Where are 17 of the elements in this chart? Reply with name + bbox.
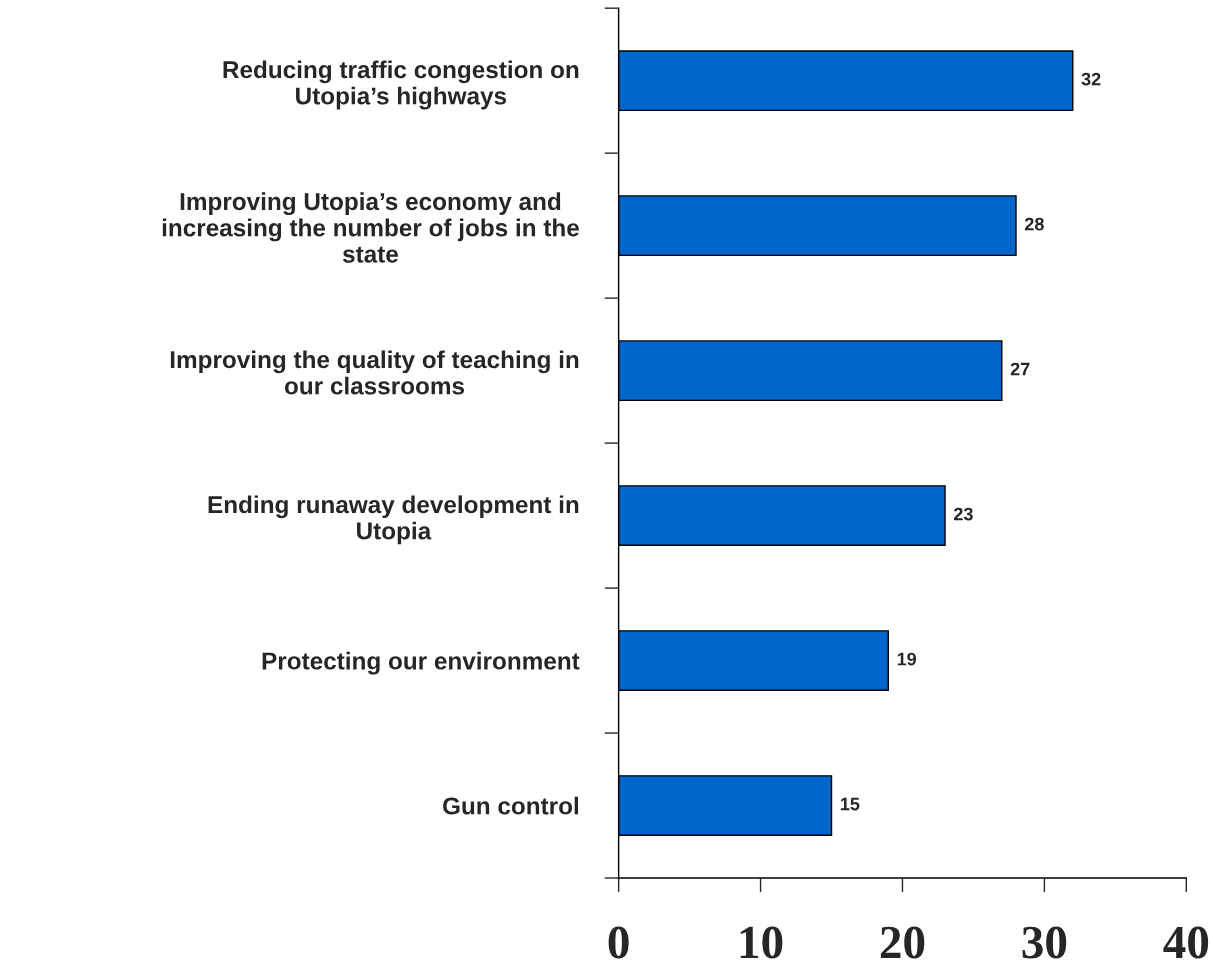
data-label: 27	[1010, 362, 1030, 376]
data-label: 23	[954, 507, 973, 521]
y-tick-label: Gun control	[443, 796, 579, 815]
data-label: 15	[840, 797, 860, 811]
y-tick-label: Reducing traffic congestion on Utopia’s highways	[223, 60, 579, 110]
y-tick-label: Ending runaway development in Utopia	[208, 495, 579, 545]
data-label: 28	[1024, 217, 1044, 231]
x-tick-label: 40	[1163, 926, 1209, 959]
data-label: 19	[897, 652, 917, 666]
y-tick-label: Improving the quality of teaching in our classrooms	[170, 350, 579, 395]
x-tick-label: 0	[608, 926, 629, 959]
x-tick-label: 10	[740, 926, 783, 959]
x-tick-label: 20	[880, 926, 925, 959]
y-tick-label: Protecting our environment	[262, 651, 580, 675]
x-tick-label: 30	[1022, 926, 1067, 959]
y-tick-label: Improving Utopia’s economy and increasing the number of jobs in the state	[162, 192, 579, 263]
data-label: 32	[1081, 72, 1101, 86]
